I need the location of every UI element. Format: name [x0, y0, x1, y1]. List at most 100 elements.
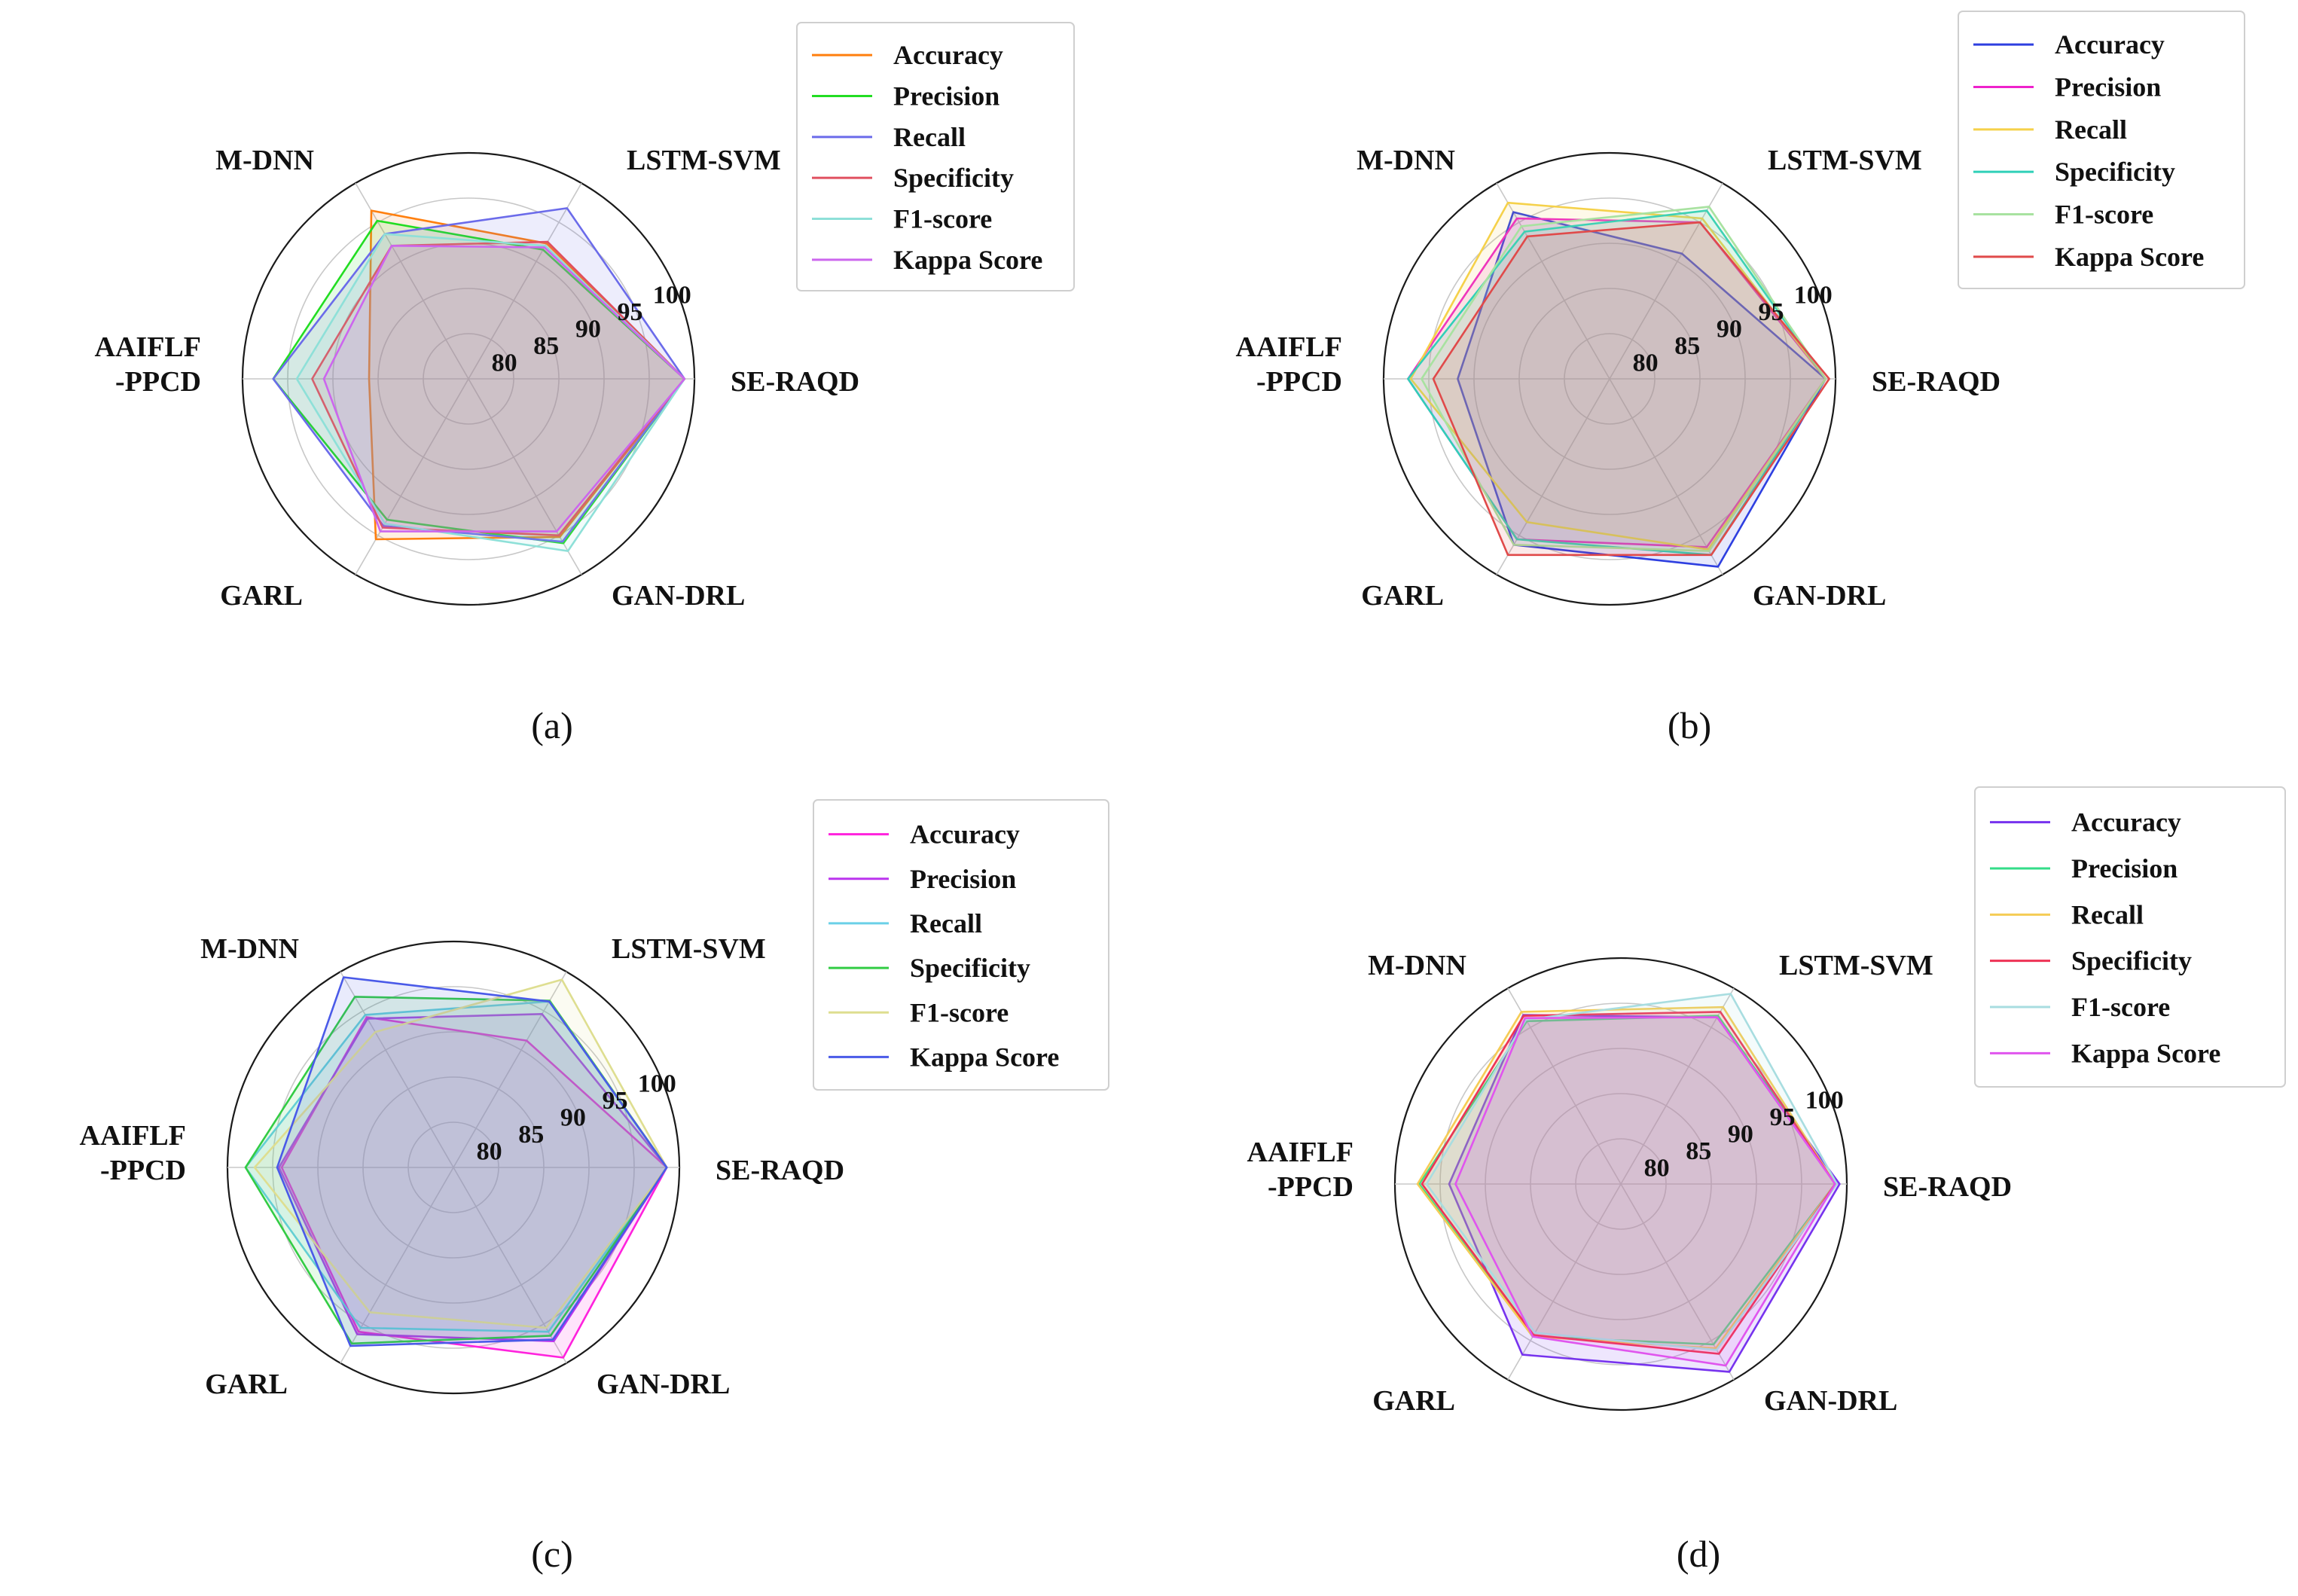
series-kappa-score — [322, 244, 686, 533]
legend-label: F1-score — [2071, 992, 2170, 1022]
radial-tick-label: 100 — [638, 1070, 676, 1098]
category-label: SE-RAQD — [716, 1155, 844, 1186]
series-specificity — [311, 240, 686, 537]
legend: Accuracy Precision Recall Specificity F1-sco… — [1958, 11, 2245, 289]
series-kappa-score — [276, 976, 668, 1347]
grid-spoke — [340, 971, 454, 1168]
legend-box — [1958, 11, 2245, 289]
category-label: SE-RAQD — [1883, 1171, 2012, 1203]
category-label: AAIFLF -PPCD — [1247, 1137, 1353, 1203]
category-label: GARL — [1372, 1385, 1455, 1417]
legend-label: Accuracy — [893, 40, 1003, 70]
radial-tick-label: 95 — [1770, 1103, 1796, 1131]
series-accuracy — [280, 1016, 668, 1359]
category-label: GARL — [220, 580, 303, 612]
legend-label: Recall — [2055, 114, 2127, 145]
radar-panel-b: 80 85 90 95 100 SE-RAQD LSTM-SVM M-DNN AAIFLF -PP… — [1236, 11, 2245, 746]
radar-panel-c: 80 85 90 95 100 SE-RAQD LSTM-SVM M-DNN AAIFLF -PP… — [80, 799, 1109, 1575]
radial-tick-label: 90 — [1728, 1121, 1753, 1149]
grid-spoke — [1620, 987, 1735, 1185]
series-recall — [1409, 201, 1827, 551]
legend-label: Specificity — [910, 953, 1030, 983]
series-recall — [1416, 1006, 1836, 1350]
category-label: M-DNN — [200, 933, 299, 965]
category-label: AAIFLF -PPCD — [1236, 331, 1342, 398]
legend-label: F1-score — [893, 204, 992, 234]
radial-tick-label: 90 — [575, 316, 601, 343]
category-label: GARL — [205, 1369, 288, 1400]
category-label: M-DNN — [1357, 145, 1455, 176]
legend-label: Accuracy — [910, 819, 1020, 850]
radial-tick-label: 95 — [603, 1087, 628, 1115]
grid-spoke — [1496, 182, 1610, 380]
radial-tick-label: 85 — [533, 332, 559, 360]
legend-label: Specificity — [2071, 946, 2192, 976]
category-label: LSTM-SVM — [612, 933, 766, 965]
category-label: GAN-DRL — [597, 1369, 730, 1400]
category-label: SE-RAQD — [731, 366, 859, 398]
legend-label: Accuracy — [2055, 29, 2165, 60]
category-label: GAN-DRL — [1764, 1385, 1897, 1417]
grid-spoke — [340, 1167, 454, 1364]
grid-spoke — [453, 971, 567, 1168]
category-label: M-DNN — [1368, 950, 1466, 981]
radial-tick-label: 95 — [1759, 298, 1784, 326]
radial-tick-label: 85 — [1686, 1137, 1711, 1165]
legend-label: F1-score — [910, 997, 1009, 1027]
grid-spoke — [1620, 1183, 1735, 1381]
legend-box — [1974, 786, 2286, 1088]
legend-label: Specificity — [893, 163, 1014, 193]
radar-panel-a: 80 85 90 95 100 SE-RAQD LSTM-SVM M-DNN AAIFLF -PP… — [95, 22, 1075, 746]
legend-label: F1-score — [2055, 200, 2153, 230]
radial-tick-label: 85 — [518, 1121, 544, 1149]
radial-tick-label: 80 — [1644, 1155, 1670, 1183]
legend-label: Precision — [893, 81, 999, 111]
panel-caption: (a) — [531, 704, 573, 746]
series-kappa-score — [1454, 1016, 1836, 1367]
legend-box — [796, 22, 1075, 291]
legend-label: Recall — [2071, 899, 2144, 929]
series-precision — [278, 1013, 668, 1342]
category-label: M-DNN — [215, 145, 314, 176]
grid-spoke — [1496, 378, 1610, 575]
category-label: LSTM-SVM — [1779, 950, 1933, 981]
series-precision — [1418, 1015, 1836, 1346]
radial-tick-label: 95 — [618, 298, 643, 326]
legend: Accuracy Precision Recall Specificity F1-sco… — [796, 22, 1075, 291]
radial-tick-label: 80 — [1633, 349, 1659, 377]
grid-spoke — [453, 1167, 567, 1364]
legend-label: Precision — [910, 864, 1016, 894]
radar-panel-d: 80 85 90 95 100 SE-RAQD LSTM-SVM M-DNN AAIFLF -PP… — [1247, 786, 2286, 1575]
legend-label: Accuracy — [2071, 807, 2181, 838]
radial-tick-label: 100 — [653, 282, 691, 310]
series-specificity — [1421, 1011, 1836, 1355]
grid-spoke — [1507, 1183, 1622, 1381]
legend-label: Recall — [910, 908, 982, 938]
legend-label: Kappa Score — [2071, 1038, 2220, 1068]
grid-spoke — [1609, 378, 1723, 575]
category-label: AAIFLF -PPCD — [95, 331, 201, 398]
legend: Accuracy Precision Recall Specificity F1-sco… — [813, 799, 1109, 1091]
category-label: GARL — [1361, 580, 1444, 612]
radial-tick-label: 80 — [477, 1138, 502, 1166]
series-kappa-score — [1432, 221, 1830, 557]
radial-tick-label: 100 — [1794, 282, 1833, 310]
series-f1-score — [1421, 206, 1827, 552]
legend-label: Specificity — [2055, 157, 2175, 187]
radial-tick-label: 100 — [1805, 1087, 1844, 1115]
legend-label: Kappa Score — [893, 245, 1042, 275]
legend-label: Precision — [2071, 853, 2177, 883]
category-label: LSTM-SVM — [1768, 145, 1922, 176]
legend-box — [813, 799, 1109, 1091]
category-label: SE-RAQD — [1872, 366, 2000, 398]
radial-tick-label: 80 — [492, 349, 517, 377]
category-label: GAN-DRL — [1753, 580, 1886, 612]
series-recall — [272, 207, 686, 543]
panel-caption: (c) — [531, 1533, 573, 1575]
panel-caption: (b) — [1668, 704, 1711, 746]
grid-spoke — [355, 378, 469, 575]
category-label: LSTM-SVM — [627, 145, 781, 176]
category-label: AAIFLF -PPCD — [80, 1120, 186, 1186]
series-accuracy — [368, 209, 686, 541]
